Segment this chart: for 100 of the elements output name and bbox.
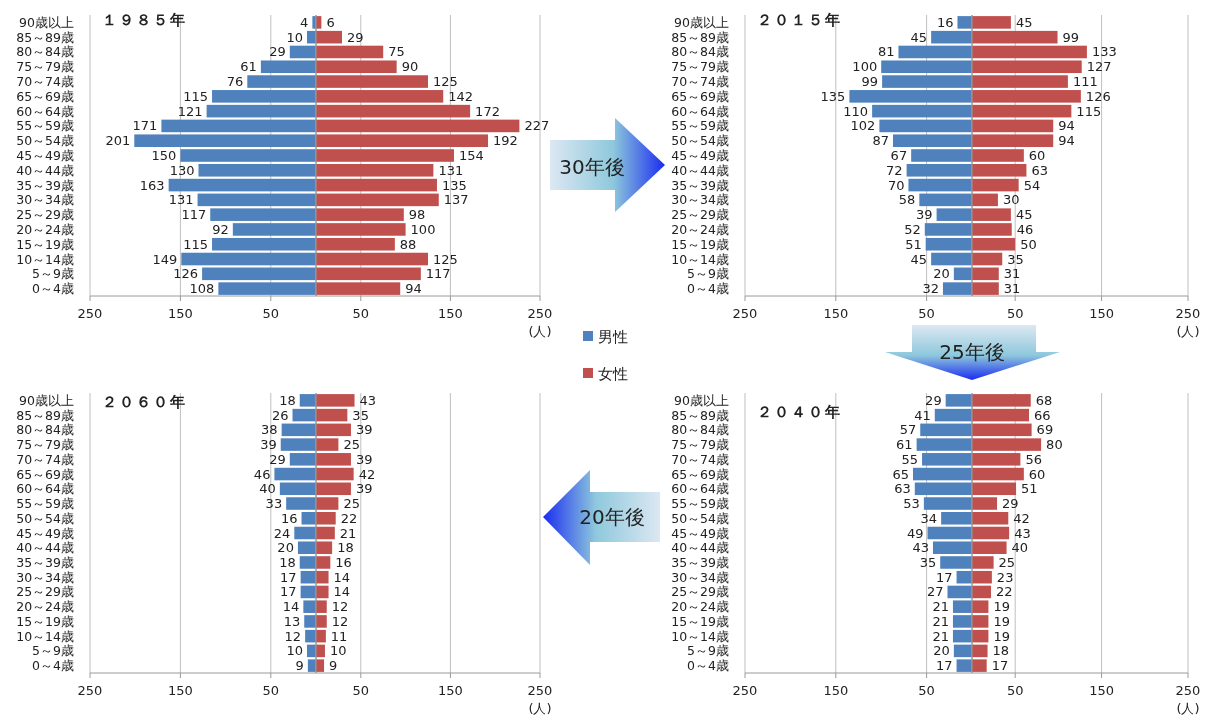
- x-tick-label: 150: [167, 683, 193, 698]
- data-label: 192: [493, 133, 518, 149]
- chart-title: ２０６０年: [102, 393, 187, 411]
- x-tick-label: 250: [732, 306, 758, 321]
- data-label: 19: [993, 599, 1010, 615]
- x-tick-label: 250: [527, 306, 553, 321]
- data-label: 17: [991, 658, 1009, 674]
- y-tick-label: 60～64歳: [16, 481, 74, 497]
- y-tick-label: 65～69歳: [671, 466, 729, 482]
- data-label: 133: [1091, 44, 1117, 60]
- data-label: 18: [279, 554, 296, 570]
- data-label: 29: [1002, 496, 1019, 512]
- data-label: 40: [259, 481, 276, 497]
- legend-label: 男性: [598, 328, 628, 346]
- x-tick-label: 150: [1089, 306, 1115, 321]
- data-label: 127: [1086, 59, 1112, 75]
- data-label: 14: [282, 599, 300, 615]
- y-tick-label: 70～74歳: [16, 451, 74, 467]
- data-label: 135: [441, 177, 467, 193]
- data-label: 50: [1020, 236, 1037, 252]
- data-label: 22: [996, 584, 1013, 600]
- text: 25年後: [939, 340, 1005, 364]
- data-label: 100: [410, 221, 436, 237]
- y-tick-label: 80～84歳: [16, 422, 74, 438]
- x-tick-label: 250: [77, 306, 103, 321]
- y-tick-label: 20～24歳: [671, 221, 729, 237]
- x-tick-label: 50: [262, 306, 280, 321]
- y-tick-label: 5～9歳: [687, 643, 729, 659]
- y-tick-label: 40～44歳: [671, 162, 729, 178]
- data-label: 17: [280, 584, 297, 600]
- data-label: 87: [872, 133, 889, 149]
- y-tick-label: 55～59歳: [16, 118, 74, 134]
- data-label: 69: [1036, 422, 1054, 438]
- data-label: 149: [152, 251, 178, 267]
- data-label: 65: [892, 466, 909, 482]
- data-label: 43: [359, 392, 377, 408]
- y-tick-label: 65～69歳: [671, 88, 729, 104]
- data-label: 25: [343, 496, 360, 512]
- data-label: 227: [524, 118, 550, 134]
- data-label: 130: [169, 162, 195, 178]
- data-label: 27: [926, 584, 944, 600]
- data-label: 76: [226, 74, 244, 90]
- y-tick-label: 25～29歳: [671, 584, 729, 600]
- data-label: 24: [273, 525, 291, 541]
- data-label: 46: [253, 466, 271, 482]
- x-tick-label: 150: [437, 306, 463, 321]
- data-label: 19: [993, 613, 1010, 629]
- text: ２０４０年: [757, 403, 842, 421]
- data-label: 20: [933, 643, 950, 659]
- data-label: 201: [105, 133, 131, 149]
- data-label: 46: [1016, 221, 1034, 237]
- data-label: 67: [890, 148, 908, 163]
- data-label: 54: [1023, 177, 1041, 193]
- data-label: 45: [910, 29, 928, 45]
- data-label: 42: [358, 466, 376, 482]
- y-tick-label: 0～4歳: [32, 658, 74, 674]
- data-label: 18: [992, 643, 1010, 659]
- data-label: 22: [340, 510, 358, 526]
- legend-label: 女性: [598, 365, 628, 383]
- data-label: 51: [905, 236, 922, 252]
- x-tick-label: 250: [732, 683, 758, 698]
- y-tick-label: 85～89歳: [16, 407, 74, 423]
- x-tick-label: 250: [77, 683, 103, 698]
- data-label: 18: [279, 392, 296, 408]
- data-label: 17: [936, 569, 953, 585]
- data-label: 29: [925, 392, 942, 408]
- y-tick-label: 25～29歳: [16, 584, 74, 600]
- y-tick-label: 45～49歳: [16, 148, 74, 163]
- data-label: 38: [261, 422, 278, 438]
- data-label: 9: [295, 658, 304, 674]
- y-tick-label: 60～64歳: [671, 103, 729, 119]
- data-label: 99: [1062, 29, 1080, 45]
- data-label: 25: [998, 554, 1016, 570]
- data-label: 33: [265, 496, 283, 512]
- y-tick-label: 15～19歳: [671, 236, 729, 252]
- y-tick-label: 35～39歳: [16, 554, 74, 570]
- data-label: 9: [329, 658, 338, 674]
- data-label: 131: [168, 192, 194, 208]
- y-tick-label: 80～84歳: [16, 44, 74, 60]
- data-label: 88: [399, 236, 417, 252]
- data-label: 142: [448, 88, 474, 104]
- x-tick-label: 150: [1089, 683, 1115, 698]
- data-label: 171: [132, 118, 158, 134]
- y-tick-label: 45～49歳: [16, 525, 74, 541]
- y-tick-label: 90歳以上: [674, 14, 729, 30]
- data-label: 35: [1007, 251, 1024, 267]
- y-tick-label: 55～59歳: [671, 118, 729, 134]
- data-label: 21: [932, 599, 949, 615]
- data-label: 57: [899, 422, 917, 438]
- data-label: 126: [1085, 88, 1111, 104]
- data-label: 35: [919, 554, 937, 570]
- data-label: 49: [906, 525, 924, 541]
- y-tick-label: 30～34歳: [16, 192, 74, 208]
- data-label: 111: [1072, 74, 1098, 90]
- data-label: 12: [331, 599, 349, 615]
- data-label: 56: [1025, 451, 1042, 467]
- y-tick-label: 80～84歳: [671, 44, 729, 60]
- y-tick-label: 70～74歳: [16, 74, 74, 90]
- data-label: 117: [181, 207, 207, 223]
- data-label: 29: [269, 44, 286, 60]
